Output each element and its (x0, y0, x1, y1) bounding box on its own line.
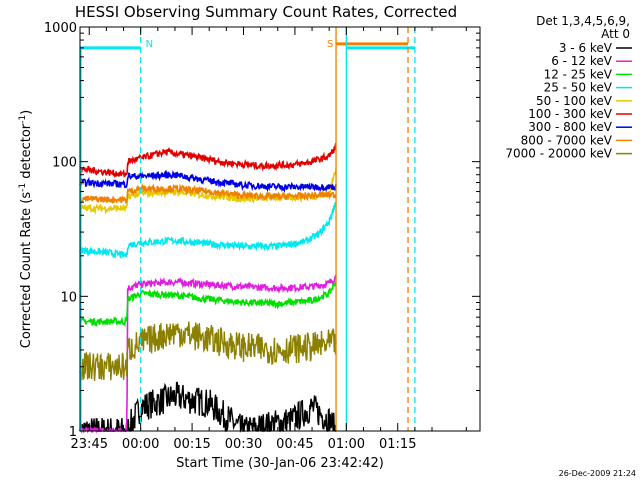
series-layer (79, 142, 337, 435)
x-tick-label: 00:00 (122, 437, 159, 452)
y-axis-label: Corrected Count Rate (s-1 detector-1) (18, 110, 34, 348)
series-line (79, 281, 337, 328)
y-tick-label: 1000 (44, 21, 77, 36)
series-800-7000keV-kev-group (79, 183, 337, 205)
y-axis: 1 10 100 1000 (44, 21, 480, 440)
series-line (79, 169, 337, 194)
series-100-300keV-kev-group (79, 142, 337, 178)
series-25-50keV-kev-group (79, 202, 337, 260)
marker-label: N (146, 39, 153, 50)
plot-frame (79, 26, 481, 432)
x-axis: 23:45 00:00 00:15 00:30 00:45 01:00 01:15 (71, 27, 467, 452)
x-tick-label: 00:45 (276, 437, 313, 452)
series-line (79, 202, 337, 260)
legend-entry-label: 50 - 100 keV (536, 94, 613, 108)
series-7000-20000keV-kev-group (79, 321, 337, 382)
x-tick-label: 00:15 (173, 437, 210, 452)
legend-header-line-1: Det 1,3,4,5,6,9, (536, 14, 630, 28)
x-tick-label: 01:00 (328, 437, 365, 452)
series-line (79, 381, 337, 434)
legend-entry-label: 7000 - 20000 keV (505, 147, 612, 161)
x-tick-label: 01:15 (379, 437, 416, 452)
legend-entry-label: 300 - 800 keV (528, 120, 612, 134)
y-tick-label: 100 (52, 156, 77, 171)
legend-entry-label: 12 - 25 keV (544, 67, 613, 81)
legend-header-line-2: Att 0 (601, 27, 630, 41)
series-3-6keV-kev-group (79, 381, 337, 434)
x-tick-label: 23:45 (71, 437, 108, 452)
series-300-800keV-kev-group (79, 169, 337, 194)
legend-entry-label: 6 - 12 keV (551, 54, 613, 68)
legend-entry-label: 3 - 6 keV (559, 41, 613, 55)
legend-entry-label: 100 - 300 keV (528, 107, 612, 121)
y-tick-label: 1 (69, 425, 77, 440)
x-axis-label: Start Time (30-Jan-06 23:42:42) (176, 456, 384, 471)
series-line (79, 321, 337, 382)
footer-timestamp: 26-Dec-2009 21:24 (559, 469, 636, 478)
orbit-flag-bars (80, 42, 415, 50)
legend-entry-label: 800 - 7000 keV (521, 133, 613, 147)
x-tick-label: 00:30 (225, 437, 262, 452)
series-line (79, 183, 337, 205)
legend-entry-label: 25 - 50 keV (544, 81, 613, 95)
series-line (79, 142, 337, 178)
series-12-25keV-kev-group (79, 281, 337, 328)
y-tick-label: 10 (60, 290, 77, 305)
chart-title: HESSI Observing Summary Count Rates, Cor… (75, 3, 457, 21)
marker-label: S (327, 39, 333, 50)
